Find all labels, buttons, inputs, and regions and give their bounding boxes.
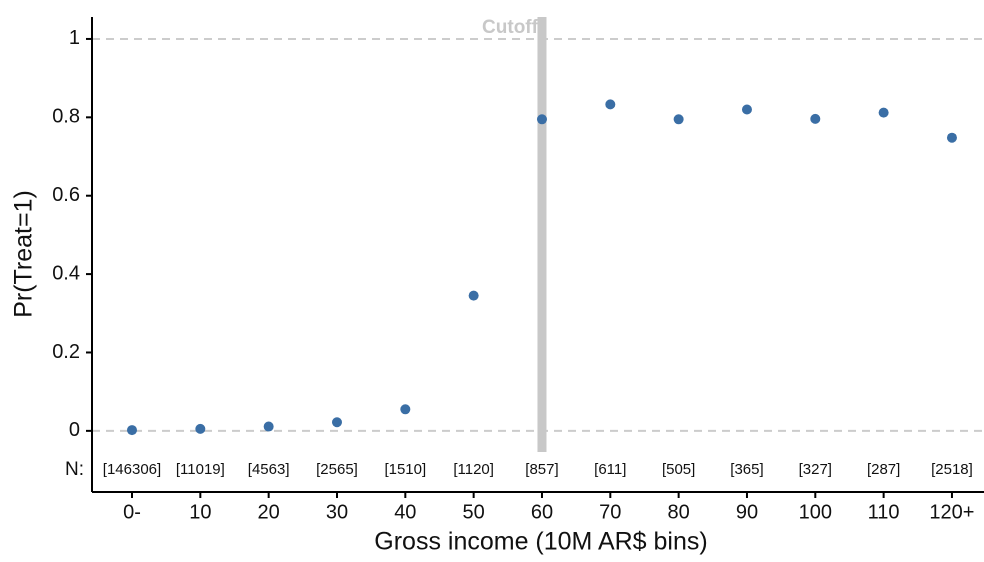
- x-tick-label: 90: [736, 501, 758, 523]
- y-tick-label: 0.6: [52, 184, 80, 206]
- n-label: [327]: [799, 461, 832, 478]
- y-axis-title: Pr(Treat=1): [10, 190, 38, 318]
- x-axis-title: Gross income (10M AR$ bins): [374, 528, 707, 556]
- x-tick-label: 40: [394, 501, 416, 523]
- point: [127, 425, 137, 436]
- n-label: [2565]: [316, 461, 358, 478]
- point: [673, 114, 684, 125]
- n-label: [1120]: [453, 461, 494, 478]
- x-tick-label: 0-: [123, 501, 141, 523]
- point: [878, 107, 889, 118]
- x-tick-label: 70: [599, 501, 621, 523]
- point: [605, 99, 616, 110]
- n-label: [11019]: [176, 461, 225, 478]
- point: [536, 114, 547, 125]
- y-tick-label: 0.8: [52, 106, 80, 128]
- point: [810, 113, 821, 124]
- n-label: [146306]: [103, 461, 161, 478]
- n-label: [611]: [594, 461, 626, 478]
- x-tick-label: 30: [326, 501, 348, 523]
- point: [468, 290, 479, 301]
- point: [263, 421, 274, 432]
- point: [195, 423, 206, 434]
- y-tick-label: 0: [69, 419, 80, 441]
- x-tick-label: 50: [463, 501, 485, 523]
- point: [741, 104, 752, 115]
- n-label: [365]: [730, 461, 763, 478]
- point: [331, 417, 342, 428]
- x-tick-label: 60: [531, 501, 553, 523]
- x-tick-label: 100: [799, 501, 832, 523]
- n-label: [1510]: [384, 461, 426, 478]
- y-tick-label: 0.2: [52, 341, 80, 363]
- n-label: [287]: [867, 461, 900, 478]
- n-label: [505]: [662, 461, 695, 478]
- x-tick-label: 120+: [929, 501, 974, 523]
- x-tick-label: 110: [868, 501, 900, 523]
- cutoff-label: Cutoff: [482, 17, 539, 38]
- cutoff-line: [537, 17, 547, 452]
- x-tick-label: 10: [189, 501, 211, 523]
- x-tick-label: 80: [668, 501, 690, 523]
- x-tick-label: 20: [258, 501, 280, 523]
- y-tick-label: 0.4: [52, 262, 80, 284]
- n-title: N:: [65, 459, 84, 480]
- n-label: [2518]: [931, 461, 973, 478]
- point: [400, 404, 411, 415]
- n-label: [4563]: [248, 461, 290, 478]
- point: [946, 132, 957, 143]
- y-tick-label: 1: [69, 27, 80, 49]
- n-label: [857]: [525, 461, 558, 478]
